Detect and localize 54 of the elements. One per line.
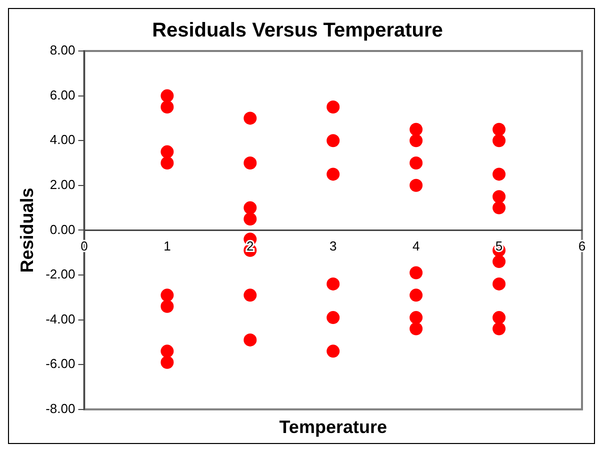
point <box>160 300 174 313</box>
point <box>326 168 340 181</box>
y-tick-label: -4.00 <box>46 311 76 326</box>
point <box>244 112 257 125</box>
point <box>410 122 423 136</box>
point <box>492 201 506 214</box>
point <box>492 277 506 290</box>
point <box>492 322 506 336</box>
point <box>410 134 423 148</box>
point <box>410 178 423 192</box>
point <box>160 356 174 369</box>
point <box>492 190 506 204</box>
point <box>160 100 174 114</box>
point <box>410 322 423 336</box>
point <box>160 288 174 302</box>
point <box>244 212 257 226</box>
point <box>326 134 340 148</box>
point <box>244 156 257 170</box>
x-tick-label: 3 <box>330 238 337 254</box>
point <box>410 156 423 170</box>
point <box>410 288 423 302</box>
point <box>410 311 423 324</box>
point <box>326 311 340 324</box>
x-axis-title: Temperature <box>279 417 387 438</box>
y-tick-label: -2.00 <box>46 266 76 282</box>
y-tick-label: 6.00 <box>50 87 76 102</box>
point <box>492 122 506 136</box>
point <box>160 145 174 158</box>
point <box>326 100 340 114</box>
y-axis-title: Residuals <box>16 188 37 273</box>
x-tick-label: 2 <box>246 238 254 254</box>
point <box>244 201 257 214</box>
point <box>326 344 340 358</box>
x-tick-label: 6 <box>578 238 586 254</box>
point <box>326 277 340 290</box>
point <box>492 311 506 324</box>
y-tick-label: -8.00 <box>46 400 76 416</box>
y-tick-label: 0.00 <box>50 222 76 237</box>
point <box>410 266 423 280</box>
point <box>244 333 257 346</box>
point <box>492 255 506 268</box>
point <box>160 89 174 102</box>
y-tick-label: 2.00 <box>50 176 76 192</box>
x-tick-label: 4 <box>412 238 420 254</box>
point <box>492 168 506 181</box>
point <box>160 156 174 170</box>
point <box>160 344 174 358</box>
chart-title: Residuals Versus Temperature <box>152 20 443 42</box>
x-tick-label: 1 <box>164 238 171 254</box>
point <box>492 134 506 148</box>
y-tick-label: 4.00 <box>50 132 76 148</box>
point <box>244 288 257 302</box>
y-tick-label: -6.00 <box>46 356 76 372</box>
y-tick-label: 8.00 <box>50 42 76 58</box>
